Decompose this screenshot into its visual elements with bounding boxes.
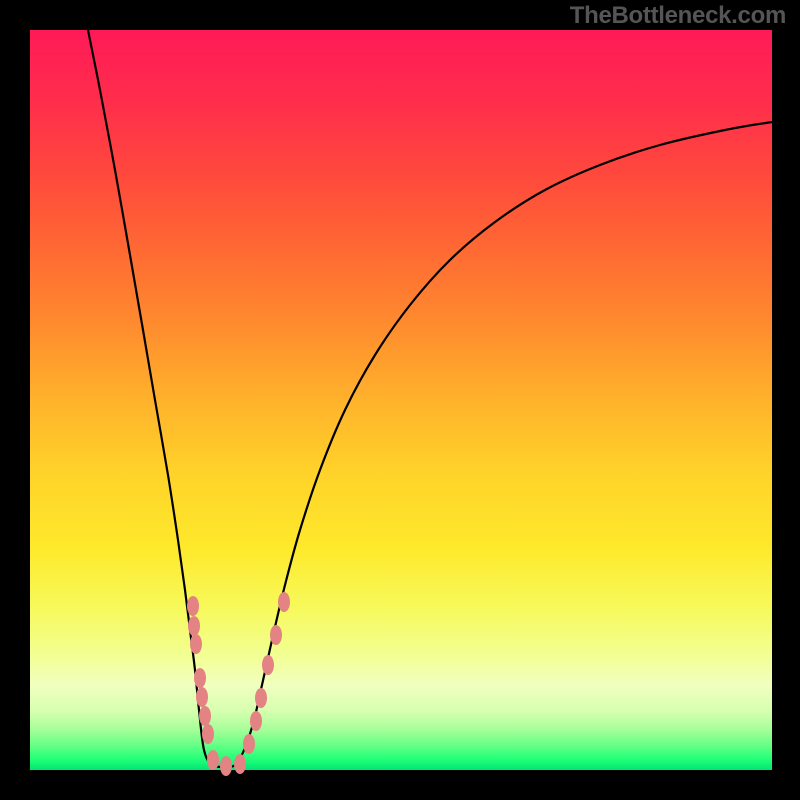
data-marker <box>262 655 274 675</box>
data-marker <box>234 754 246 774</box>
data-marker <box>278 592 290 612</box>
data-marker <box>255 688 267 708</box>
data-marker <box>199 706 211 726</box>
watermark-text: TheBottleneck.com <box>570 2 786 30</box>
data-marker <box>207 750 219 770</box>
data-marker <box>243 734 255 754</box>
data-marker <box>188 616 200 636</box>
bottleneck-chart <box>0 0 800 800</box>
data-marker <box>194 668 206 688</box>
data-marker <box>270 625 282 645</box>
data-marker <box>220 756 232 776</box>
data-marker <box>187 596 199 616</box>
data-marker <box>202 724 214 744</box>
data-marker <box>196 687 208 707</box>
data-marker <box>250 711 262 731</box>
plot-area <box>30 30 772 770</box>
data-marker <box>190 634 202 654</box>
chart-container: TheBottleneck.com <box>0 0 800 800</box>
